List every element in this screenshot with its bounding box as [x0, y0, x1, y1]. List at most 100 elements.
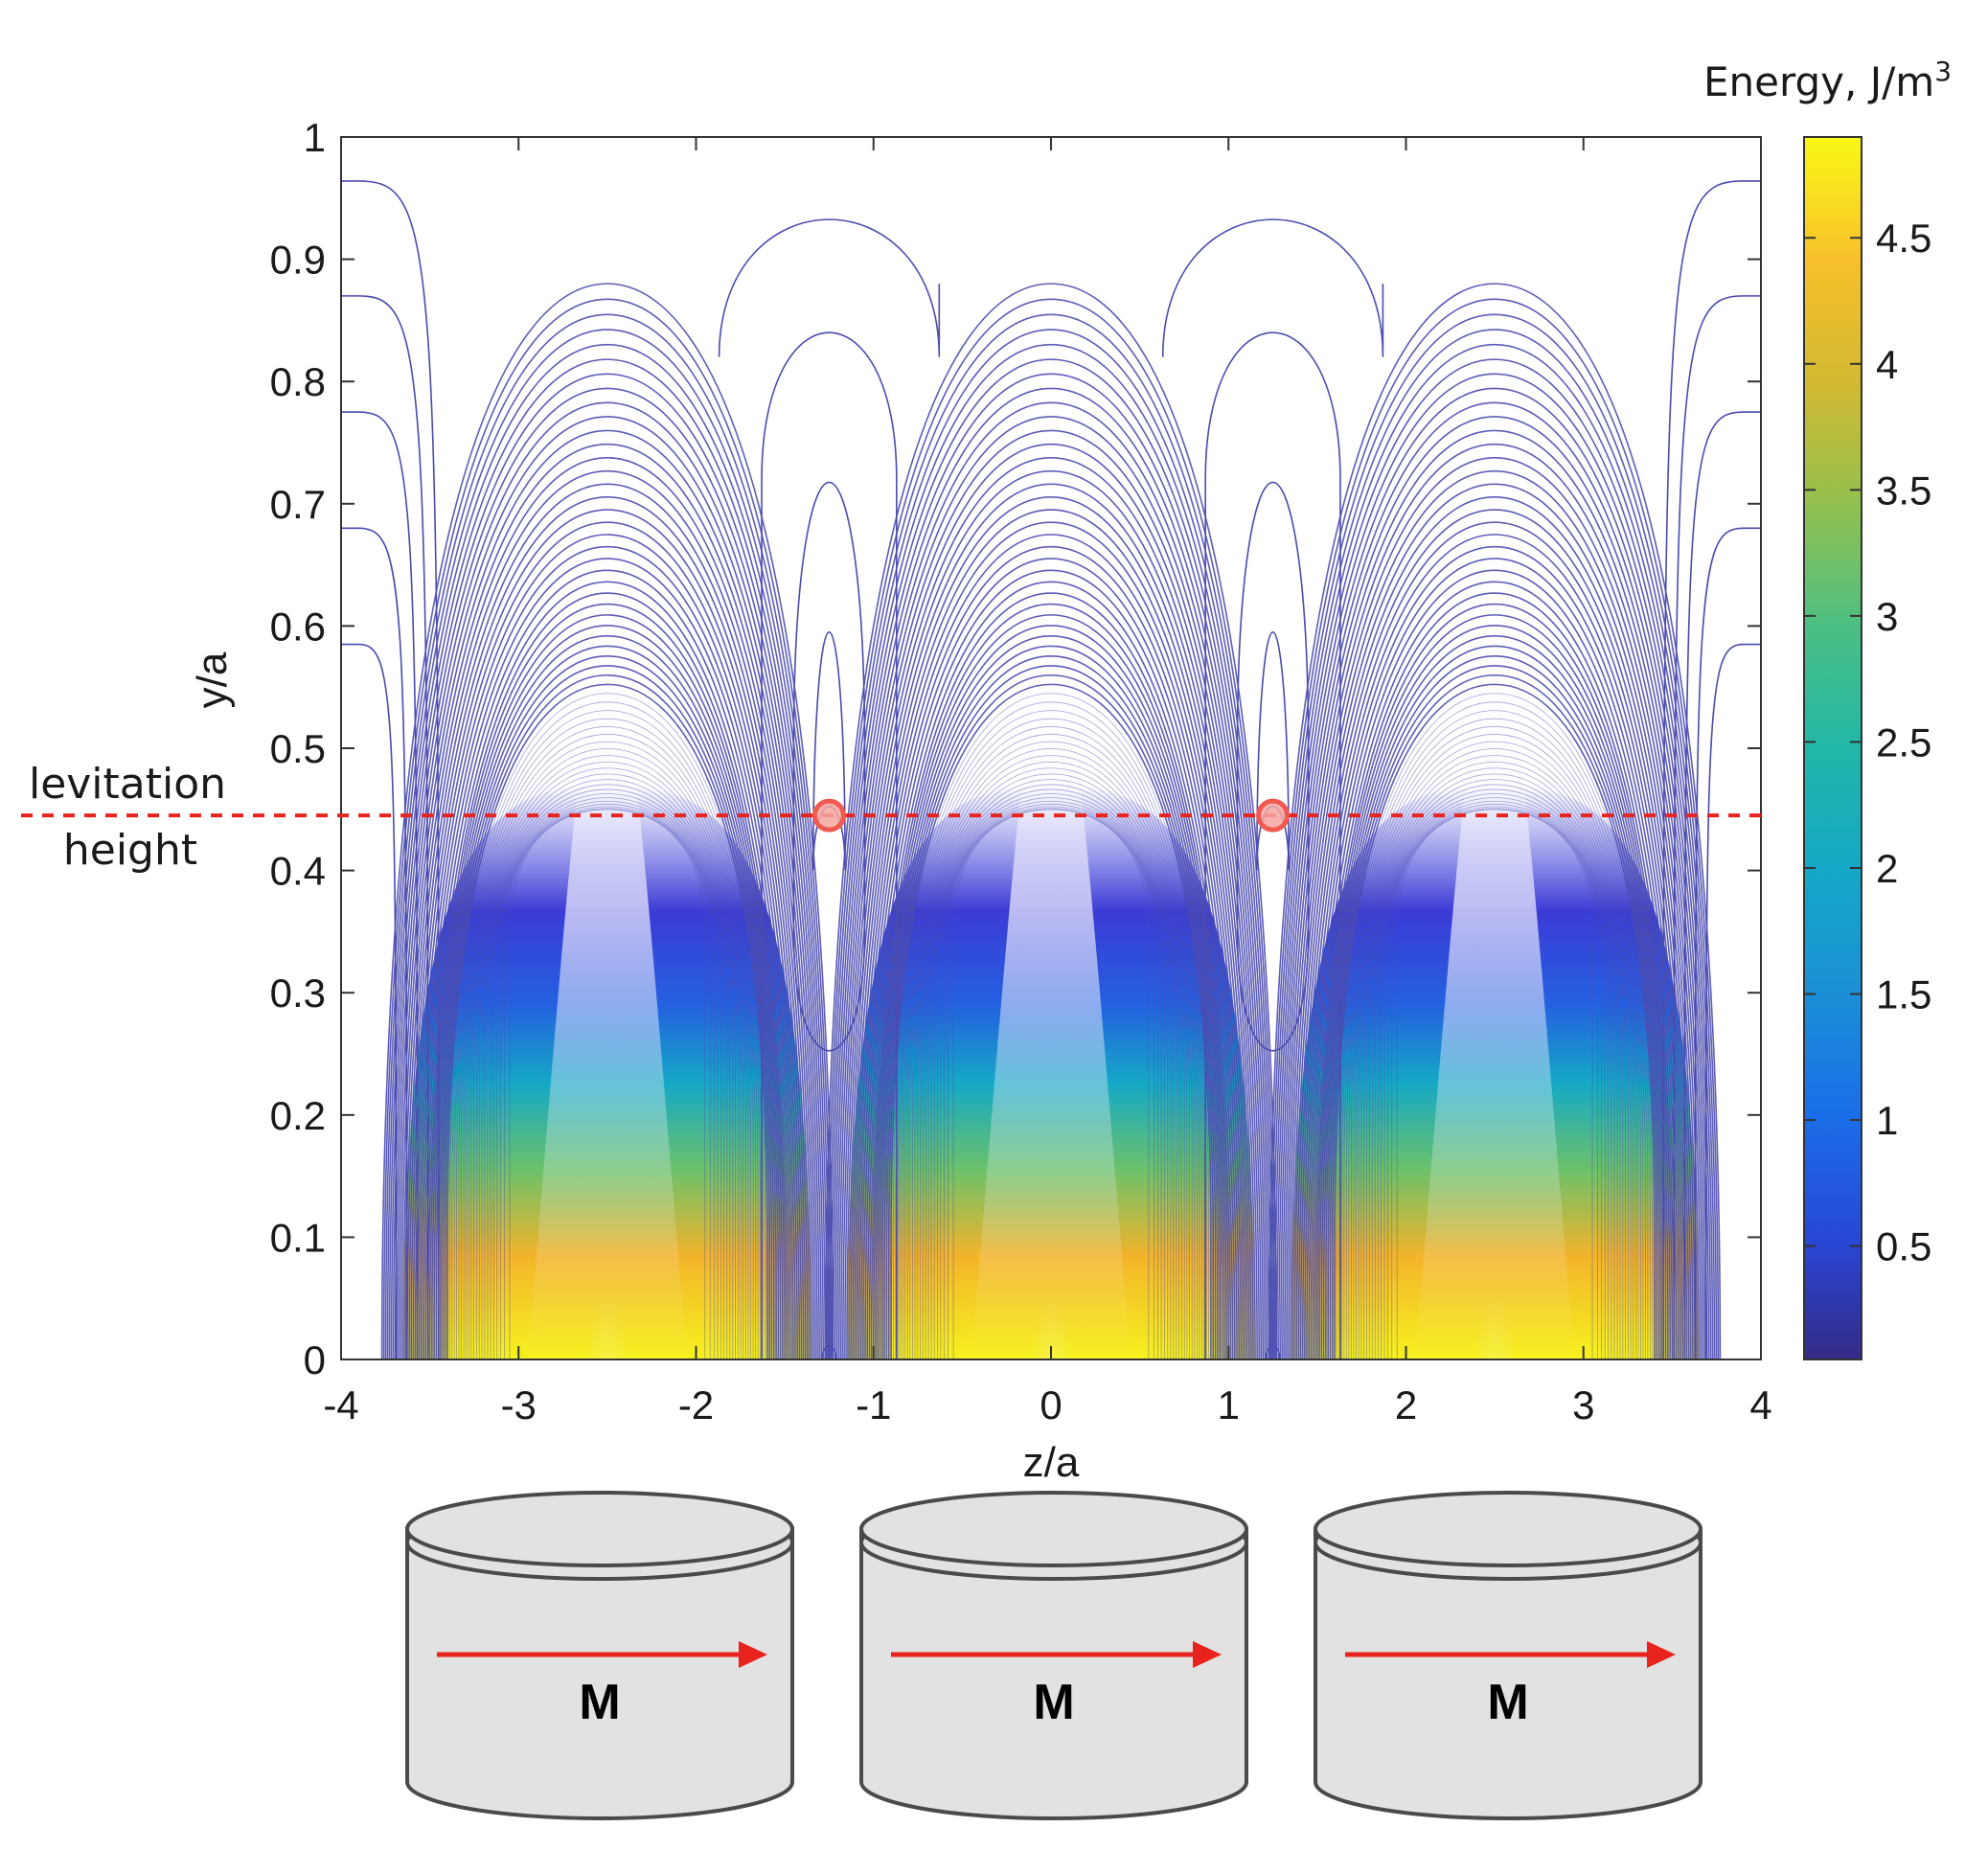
contour-line [920, 773, 1182, 1359]
arrow-head [1193, 1641, 1222, 1668]
contour-line [1371, 788, 1618, 1359]
colorbar-tick-label: 4 [1876, 342, 1898, 387]
contour-line [1391, 808, 1598, 1359]
contour-line [952, 809, 1150, 1359]
levitation-label: levitation [29, 760, 226, 809]
contour-line [341, 295, 429, 1359]
contour-line [392, 373, 822, 1359]
contour-line [1308, 558, 1681, 1359]
contour-line [1325, 645, 1665, 1359]
contour-line [466, 748, 749, 1359]
contour-line [897, 710, 1205, 1359]
contour-line [418, 545, 796, 1359]
contour-line [461, 734, 754, 1359]
colorbar-tick-label: 3.5 [1876, 468, 1931, 513]
colorbar-tick-label: 0.5 [1876, 1224, 1931, 1269]
contour-line [1396, 809, 1593, 1359]
contour-line [885, 665, 1217, 1359]
magnet-body [405, 1527, 794, 1820]
contour-line [435, 635, 780, 1359]
contour-line [1304, 534, 1686, 1359]
contour-line [504, 808, 711, 1359]
contour-line [406, 469, 809, 1359]
contour-line [1236, 481, 1310, 1052]
x-tick-label: 2 [1395, 1382, 1417, 1427]
contour-line [1204, 331, 1341, 1359]
contour-line [917, 767, 1185, 1359]
contour-line [481, 784, 734, 1359]
contour-line [930, 793, 1172, 1359]
contour-line [1265, 1344, 1281, 1359]
y-tick-label: 0.7 [270, 482, 326, 527]
contour-line [870, 592, 1232, 1359]
contour-line [846, 443, 1256, 1359]
contour-line [1338, 701, 1651, 1359]
contour-line [453, 710, 761, 1359]
contour-line [868, 581, 1234, 1359]
contour-line [866, 569, 1236, 1359]
contour-line [412, 509, 803, 1359]
contour-line [880, 645, 1222, 1359]
contour-line [877, 625, 1225, 1359]
contour-line [839, 401, 1263, 1359]
contour-line [948, 808, 1154, 1359]
contour-line [1291, 456, 1698, 1359]
contour-line [856, 509, 1246, 1359]
contour-line [904, 734, 1198, 1359]
contour-line [1310, 569, 1680, 1359]
contour-line [922, 779, 1180, 1359]
contour-line [426, 592, 788, 1359]
contour-line [1306, 545, 1684, 1359]
arrow-head [1647, 1641, 1676, 1668]
contour-line [1295, 483, 1694, 1359]
magnet-top [1314, 1491, 1702, 1567]
x-tick-label: -2 [678, 1382, 714, 1427]
contour-line [912, 755, 1190, 1359]
contour-line [492, 800, 721, 1359]
magnet-top [859, 1491, 1248, 1567]
contour-line [944, 806, 1158, 1359]
colorbar-tick-label: 3 [1876, 594, 1898, 639]
contour-line [1327, 654, 1662, 1359]
contour-line [414, 521, 801, 1359]
energy-core-haze [1414, 601, 1575, 1359]
height-label: height [63, 826, 197, 875]
contour-line [490, 797, 725, 1359]
y-tick-label: 0.1 [270, 1215, 326, 1260]
contour-line [1301, 521, 1688, 1359]
x-axis-label: z/a [1023, 1439, 1080, 1486]
contour-line [473, 767, 742, 1359]
contour-line [927, 788, 1175, 1359]
contour-line [761, 331, 898, 1359]
contour-line [940, 804, 1162, 1359]
contour-line [1286, 416, 1704, 1359]
contour-line [792, 481, 866, 1052]
contour-line [1329, 665, 1660, 1359]
contour-line [456, 718, 759, 1359]
contour-line [500, 806, 715, 1359]
contour-line [433, 625, 782, 1359]
contour-line [400, 429, 814, 1359]
contour-line [1337, 693, 1654, 1359]
contour-line [890, 683, 1212, 1359]
contour-line [1387, 806, 1602, 1359]
contour-line [1276, 343, 1714, 1359]
contour-line [1704, 643, 1761, 1359]
contour-line [341, 527, 408, 1359]
contour-line [821, 1344, 837, 1359]
contour-line [850, 469, 1252, 1359]
energy-core [1018, 1016, 1084, 1359]
contour-line [444, 674, 770, 1359]
x-tick-label: 0 [1040, 1382, 1062, 1427]
magnet-label: M [579, 1675, 620, 1730]
energy-core-haze [527, 601, 688, 1359]
contour-line [1332, 674, 1658, 1359]
contour-line [451, 701, 764, 1359]
x-tick-label: 4 [1749, 1382, 1771, 1427]
magnet: M [859, 1491, 1248, 1820]
y-tick-label: 0.3 [270, 971, 326, 1016]
x-tick-label: 1 [1218, 1382, 1240, 1427]
contour-line [416, 534, 798, 1359]
contour-line [844, 429, 1258, 1359]
